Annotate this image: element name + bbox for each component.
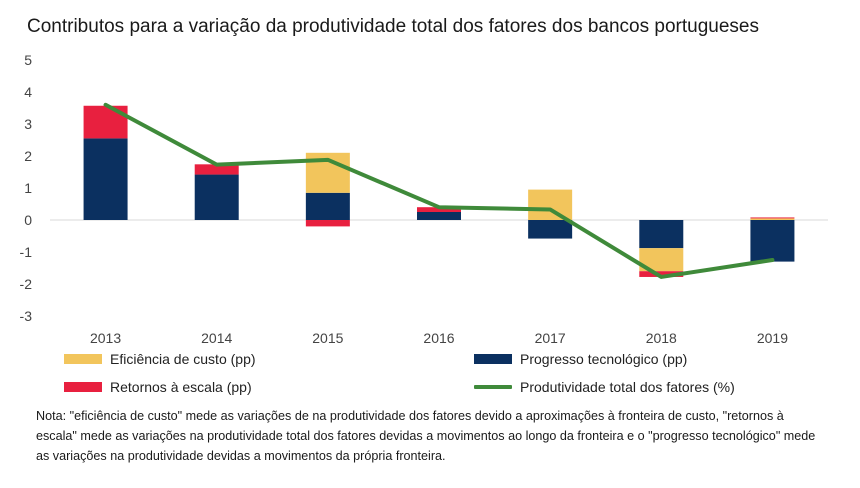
bar-eficiencia (528, 189, 573, 220)
y-tick-label: 1 (24, 180, 32, 196)
bar-progresso (83, 138, 128, 220)
bar-progresso (305, 192, 350, 220)
bar-progresso (639, 220, 684, 249)
bar-progresso (194, 174, 239, 220)
bar-retornos (194, 164, 239, 175)
bar-progresso (750, 220, 795, 262)
bar-eficiencia (639, 248, 684, 272)
x-tick-label: 2019 (757, 330, 788, 346)
y-tick-label: 3 (24, 116, 32, 132)
bar-retornos (639, 271, 684, 277)
bar-retornos (305, 220, 350, 227)
chart-area: 5 4 3 2 1 0 -1 -2 -3 2013 2014 2015 2016 2017 2018 2019 (20, 52, 828, 346)
y-tick-label: -1 (20, 244, 33, 260)
y-tick-label: 2 (24, 148, 32, 164)
bar-progresso (528, 220, 573, 239)
bar-retornos (750, 217, 795, 219)
x-tick-label: 2018 (646, 330, 677, 346)
bar-retornos (417, 207, 461, 212)
y-tick-label: 0 (24, 212, 32, 228)
y-tick-label: -2 (20, 276, 33, 292)
y-tick-label: 4 (24, 84, 32, 100)
bar-retornos (83, 105, 128, 139)
y-tick-label: -3 (20, 308, 33, 324)
x-tick-label: 2016 (423, 330, 454, 346)
bar-eficiencia (750, 218, 795, 220)
chart-title: Contributos para a variação da produtivi… (27, 16, 759, 37)
x-tick-label: 2017 (535, 330, 566, 346)
chart-note: Nota: "eficiência de custo" mede as vari… (36, 409, 816, 463)
x-tick-label: 2015 (312, 330, 343, 346)
x-tick-label: 2013 (90, 330, 121, 346)
bar-progresso (417, 212, 461, 220)
y-tick-label: 5 (24, 52, 32, 68)
x-tick-label: 2014 (201, 330, 232, 346)
